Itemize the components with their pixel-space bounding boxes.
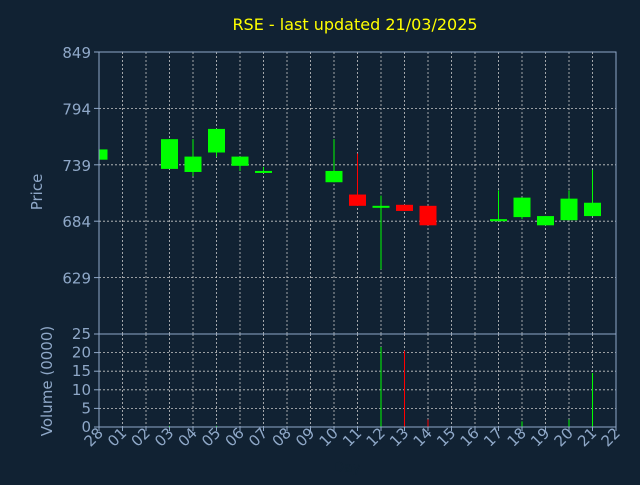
x-tick-label: 09 bbox=[292, 424, 318, 450]
price-tick-label: 684 bbox=[62, 213, 91, 231]
candle-body bbox=[372, 205, 390, 208]
x-tick-label: 21 bbox=[574, 424, 600, 450]
volume-tick-label: 5 bbox=[81, 399, 91, 417]
x-tick-label: 20 bbox=[551, 424, 577, 450]
x-tick-label: 13 bbox=[386, 424, 412, 450]
x-tick-label: 15 bbox=[433, 424, 459, 450]
x-tick-label: 18 bbox=[504, 424, 530, 450]
x-tick-label: 22 bbox=[598, 424, 624, 450]
volume-tick-label: 0 bbox=[81, 418, 91, 436]
candle-body bbox=[208, 128, 225, 153]
volume-tick-label: 20 bbox=[72, 344, 91, 362]
x-tick-label: 03 bbox=[151, 424, 177, 450]
candle-body bbox=[325, 170, 343, 183]
candle-body bbox=[490, 219, 507, 222]
x-tick-label: 04 bbox=[175, 424, 201, 450]
candle-body bbox=[419, 205, 437, 226]
volume-bars bbox=[169, 347, 593, 427]
candle-body bbox=[161, 139, 178, 169]
price-tick-label: 739 bbox=[62, 157, 91, 175]
candle-body bbox=[231, 156, 249, 166]
price-tick-label: 849 bbox=[62, 44, 91, 62]
candle-body bbox=[255, 170, 272, 173]
volume-tick-label: 15 bbox=[72, 362, 91, 380]
x-tick-label: 06 bbox=[222, 424, 248, 450]
volume-panel-frame bbox=[98, 333, 617, 428]
x-tick-label: 11 bbox=[339, 424, 365, 450]
chart-title: RSE - last updated 21/03/2025 bbox=[232, 15, 477, 34]
x-tick-label: 08 bbox=[269, 424, 295, 450]
x-tick-label: 02 bbox=[128, 424, 154, 450]
candle-body bbox=[184, 156, 202, 172]
price-tick-labels: 849 794 739 684 629 bbox=[62, 44, 99, 288]
x-tick-label: 01 bbox=[104, 424, 130, 450]
x-axis-label: Day bbox=[333, 460, 361, 476]
candle-body bbox=[584, 202, 601, 217]
price-tick-label: 629 bbox=[62, 270, 91, 288]
candle-body bbox=[396, 204, 413, 211]
candle-body bbox=[537, 216, 554, 226]
candle-body bbox=[560, 198, 578, 221]
x-tick-label: 19 bbox=[527, 424, 553, 450]
candle-body bbox=[349, 194, 366, 206]
x-tick-labels: 2801020304050607080910111213141516171819… bbox=[81, 424, 624, 450]
x-tick-label: 17 bbox=[480, 424, 506, 450]
candle-body bbox=[513, 197, 531, 218]
x-tick-label: 12 bbox=[363, 424, 389, 450]
x-tick-label: 07 bbox=[245, 424, 271, 450]
price-tick-label: 794 bbox=[62, 100, 91, 118]
volume-tick-label: 25 bbox=[72, 325, 91, 343]
volume-grid bbox=[99, 334, 616, 427]
x-tick-label: 16 bbox=[457, 424, 483, 450]
candle-body bbox=[99, 149, 108, 160]
x-tick-label: 05 bbox=[198, 424, 224, 450]
x-tick-label: 14 bbox=[410, 424, 436, 450]
volume-tick-label: 10 bbox=[72, 381, 91, 399]
price-axis-label: Price bbox=[28, 174, 46, 211]
volume-axis-label: Volume (0000) bbox=[38, 326, 56, 436]
x-tick-label: 10 bbox=[316, 424, 342, 450]
candles bbox=[98, 128, 601, 270]
